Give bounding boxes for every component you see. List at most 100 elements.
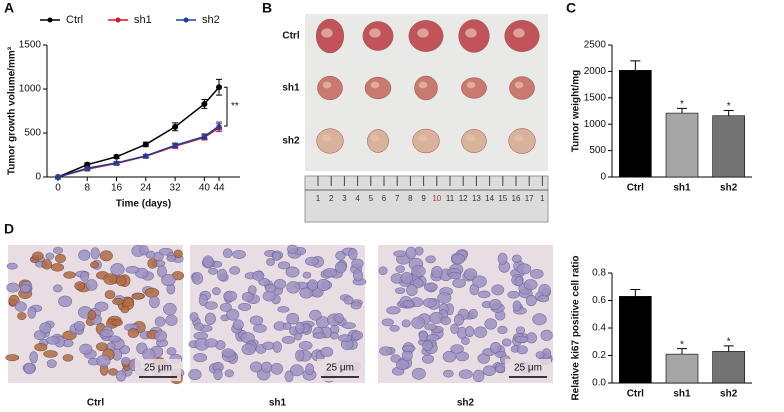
panel-label: B <box>262 0 272 16</box>
y-tick-label: 2500 <box>584 40 607 51</box>
cell-nucleus <box>421 354 435 364</box>
cell-nucleus <box>491 284 505 296</box>
cell-nucleus <box>241 343 256 356</box>
ruler-label: 9 <box>421 194 426 203</box>
cell-nucleus <box>41 259 53 270</box>
cell-nucleus <box>282 322 292 330</box>
cell-nucleus <box>270 363 284 375</box>
cell-nucleus <box>472 369 485 383</box>
cell-nucleus <box>223 290 238 302</box>
cell-nucleus <box>189 312 199 322</box>
cell-nucleus <box>226 308 240 321</box>
ruler-label: 13 <box>472 194 481 203</box>
significance: * <box>727 337 731 348</box>
row-label: Ctrl <box>282 31 299 42</box>
scale-bar-label: 25 μm <box>144 363 172 374</box>
cell-nucleus <box>241 292 254 302</box>
x-tick-label: 16 <box>111 183 123 194</box>
cell-nucleus <box>142 348 156 361</box>
cell-nucleus <box>32 251 44 261</box>
significance: * <box>680 339 684 350</box>
tumor-highlight <box>418 81 428 89</box>
cell-nucleus <box>351 258 364 269</box>
cell-nucleus <box>352 269 364 282</box>
cell-nucleus <box>272 341 282 353</box>
cell-nucleus <box>298 341 313 350</box>
cell-nucleus <box>204 312 216 325</box>
legend-label: sh1 <box>134 14 152 26</box>
y-tick-label: 1000 <box>584 119 607 130</box>
cell-nucleus <box>335 250 346 261</box>
cell-nucleus <box>221 348 235 358</box>
cell-nucleus <box>211 287 221 296</box>
scale-bar-bg <box>505 359 551 381</box>
cell-nucleus <box>412 278 424 289</box>
cell-nucleus <box>463 268 478 281</box>
x-tick-label: Ctrl <box>627 183 644 194</box>
cell-nucleus <box>99 250 113 262</box>
cell-nucleus <box>287 244 299 254</box>
cell-nucleus <box>537 295 550 303</box>
tumor-highlight <box>370 134 380 142</box>
cell-nucleus <box>258 278 270 286</box>
significance: ** <box>231 101 239 112</box>
cell-nucleus <box>381 318 394 327</box>
point <box>113 159 121 166</box>
cell-nucleus <box>440 316 452 326</box>
cell-nucleus <box>526 332 537 344</box>
cell-nucleus <box>222 248 233 259</box>
cell-nucleus <box>478 290 491 299</box>
significance: * <box>727 101 731 112</box>
x-tick-label: 24 <box>140 183 152 194</box>
point <box>83 164 91 171</box>
scale-bar-label: 25 μm <box>326 363 354 374</box>
error-bar <box>630 289 641 297</box>
cell-nucleus <box>260 361 273 373</box>
point <box>142 141 149 148</box>
cell-nucleus <box>501 338 512 347</box>
cell-nucleus <box>17 312 27 321</box>
cell-nucleus <box>111 319 123 327</box>
cell-nucleus <box>115 370 127 382</box>
cell-nucleus <box>286 281 301 294</box>
cell-nucleus <box>96 342 108 352</box>
cell-nucleus <box>411 367 426 380</box>
row-label: sh2 <box>282 136 300 147</box>
cell-nucleus <box>139 245 149 256</box>
cell-nucleus <box>307 279 318 291</box>
cell-nucleus <box>535 351 545 359</box>
cell-nucleus <box>266 258 275 266</box>
cell-nucleus <box>461 337 470 345</box>
tumor <box>461 129 487 153</box>
cell-nucleus <box>512 300 522 312</box>
cell-nucleus <box>523 279 538 291</box>
point <box>142 152 150 159</box>
error-bar <box>677 348 687 355</box>
cell-nucleus <box>443 369 454 378</box>
x-tick-label: 32 <box>170 183 182 194</box>
cell-nucleus <box>525 294 537 307</box>
panel-label: A <box>4 0 14 16</box>
cell-nucleus <box>213 368 223 381</box>
cell-nucleus <box>422 298 437 308</box>
cell-nucleus <box>161 273 176 287</box>
series-line <box>57 86 220 178</box>
y-tick-label: 0.8 <box>592 268 606 279</box>
cell-nucleus <box>96 354 111 367</box>
tumor <box>509 76 535 100</box>
x-tick-label: Ctrl <box>627 389 644 400</box>
cell-nucleus <box>437 292 452 304</box>
cell-nucleus <box>99 329 114 338</box>
ruler-label: 4 <box>355 194 360 203</box>
cell-nucleus <box>378 266 388 275</box>
cell-nucleus <box>90 261 100 269</box>
cell-nucleus <box>53 284 63 293</box>
cell-nucleus <box>232 319 244 331</box>
bar <box>619 70 652 178</box>
cell-nucleus <box>309 309 322 321</box>
cell-nucleus <box>350 301 362 310</box>
cell-nucleus <box>262 290 276 302</box>
cell-nucleus <box>39 322 52 334</box>
y-tick-label: 2000 <box>584 66 607 77</box>
cell-nucleus <box>402 300 415 308</box>
